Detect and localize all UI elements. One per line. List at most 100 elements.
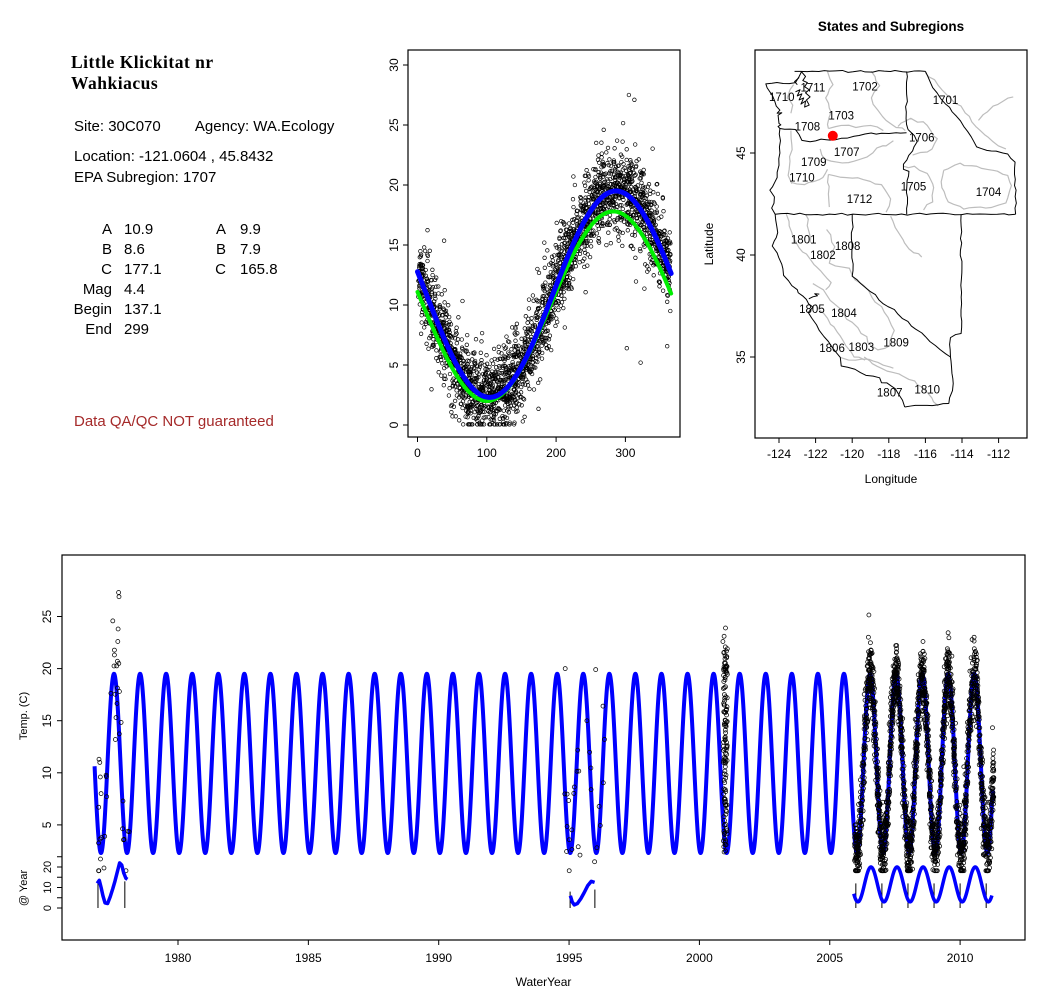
svg-text:1809: 1809 [883,338,909,350]
param-label [186,320,226,340]
svg-text:1810: 1810 [914,385,940,397]
map-xlabel: Longitude [865,472,918,486]
svg-text:1803: 1803 [849,342,875,354]
param-value: 9.9 [240,221,261,238]
svg-text:1703: 1703 [828,110,854,122]
param-value: 299 [124,321,150,338]
param-value [226,280,300,300]
svg-text:-112: -112 [987,447,1010,461]
svg-text:-122: -122 [804,447,828,461]
svg-text:25: 25 [387,118,401,132]
ts-ylabel-main: Temp. (C) [18,692,30,740]
ts-axes: 1980 1985 1990 1995 2000 2005 2010510152025010… [40,554,1026,965]
svg-text:35: 35 [734,350,748,364]
map-title: States and Subregions [818,19,964,34]
param-value: 7.9 [240,241,261,258]
site-label: Site: [74,118,105,135]
svg-text:45: 45 [734,146,748,160]
svg-text:1710: 1710 [769,92,795,104]
svg-text:1708: 1708 [795,121,821,133]
svg-text:10: 10 [387,298,401,312]
svg-text:1801: 1801 [791,235,817,247]
svg-text:1806: 1806 [819,343,845,355]
svg-text:100: 100 [477,446,497,460]
timeseries-area [92,590,997,908]
svg-text:1701: 1701 [933,95,959,107]
map-axes: -124 -122 -120 -118 -116 -114 -112 35 40 45 [734,49,1028,461]
map-plot: 1710 1711 1702 1701 1703 1708 1706 1707 1709 1710… [702,19,1028,486]
seasonal-plot: 0 100 200 300 0 5 10 15 20 25 30 [387,49,681,460]
svg-text:30: 30 [387,58,401,72]
param-value: 8.6 [124,241,145,258]
svg-text:20: 20 [387,178,401,192]
fit-parameters-table: A 10.9 A 9.9 B 8.6 B 7.9 C 177.1 C 165.8… [70,220,300,340]
param-value [226,320,300,340]
ts-fitted-curve [92,671,995,856]
ts-strip [95,861,994,908]
param-label: B [215,241,226,258]
param-value: 4.4 [124,281,145,298]
svg-text:1712: 1712 [847,194,873,206]
agency-label: Agency: [194,118,250,135]
param-label: A [101,221,112,238]
param-value [226,300,300,320]
svg-text:-120: -120 [840,447,864,461]
param-label: End [85,321,112,338]
svg-text:1807: 1807 [877,388,903,400]
param-value: 165.8 [240,261,278,278]
param-value: 10.9 [124,221,154,238]
seasonal-axes: 0 100 200 300 0 5 10 15 20 25 30 [387,49,681,460]
svg-text:1707: 1707 [834,147,860,159]
svg-text:-118: -118 [877,447,900,461]
param-label: B [101,241,112,258]
station-name-line2: Wahkiacus [71,73,159,93]
map-subregion-borders [785,71,1014,407]
param-label [186,280,226,300]
svg-text:1710: 1710 [789,172,815,184]
svg-text:1711: 1711 [800,83,825,95]
svg-text:1805: 1805 [799,304,825,316]
param-label: Begin [73,301,112,318]
seasonal-fit-primary [415,188,674,400]
svg-text:1705: 1705 [901,182,927,194]
param-label: Mag [82,281,112,298]
svg-text:0: 0 [387,421,401,428]
svg-text:1709: 1709 [801,157,827,169]
param-label: A [215,221,226,238]
site-value: 30C070 [108,118,161,135]
site-agency-line: Site: 30C070 Agency: WA.Ecology [74,118,334,135]
svg-text:1704: 1704 [976,187,1002,199]
param-label [186,300,226,320]
svg-text:40: 40 [734,248,748,262]
qaqc-warning: Data QA/QC NOT guaranteed [74,413,274,430]
station-name-line1: Little Klickitat nr [71,52,214,72]
svg-text:1702: 1702 [852,82,878,94]
svg-text:1808: 1808 [835,241,861,253]
param-value: 137.1 [124,301,162,318]
site-marker [827,130,838,141]
svg-text:1706: 1706 [909,133,935,145]
map-ylabel: Latitude [702,222,716,265]
svg-text:200: 200 [546,446,566,460]
svg-text:-116: -116 [914,447,937,461]
svg-text:1804: 1804 [831,308,857,320]
param-label: C [101,261,112,278]
station-name: Little Klickitat nr Wahkiacus [71,52,214,94]
agency-value: WA.Ecology [253,118,335,135]
svg-text:5: 5 [387,361,401,368]
svg-text:-124: -124 [767,447,791,461]
svg-text:-114: -114 [950,447,973,461]
svg-text:15: 15 [387,238,401,252]
map-state-borders [765,69,1017,408]
ts-ylabel-strip: @ Year [18,870,30,907]
epa-subregion-line: EPA Subregion: 1707 [74,169,217,186]
svg-text:300: 300 [615,446,635,460]
param-value: 177.1 [124,261,162,278]
ts-xlabel: WaterYear [516,975,572,989]
param-label: C [215,261,226,278]
station-info-panel: Little Klickitat nr Wahkiacus Site: 30C0… [70,52,400,472]
ts-scatter [96,590,997,874]
map-area: 1710 1711 1702 1701 1703 1708 1706 1707 1709 1710… [765,69,1017,408]
